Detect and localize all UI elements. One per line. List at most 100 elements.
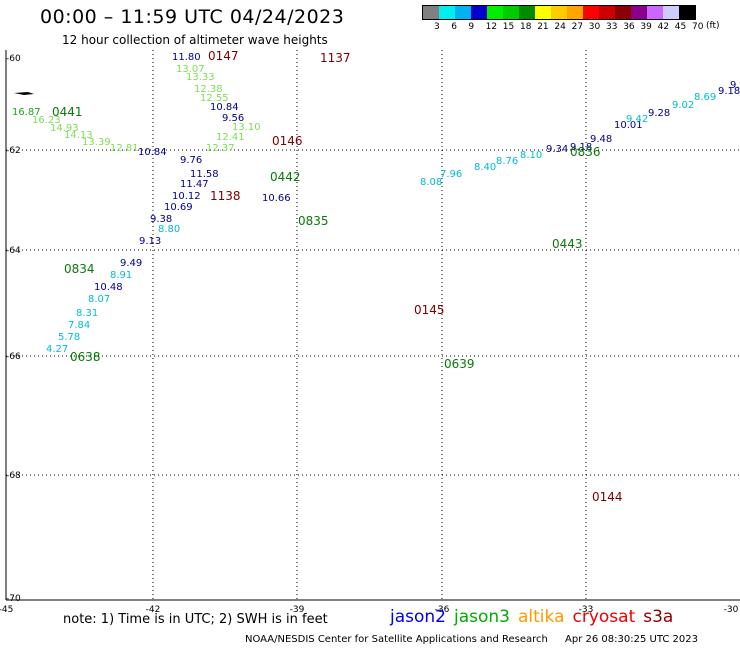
legend-unit: (ft) bbox=[706, 21, 720, 31]
legend-label: 6 bbox=[451, 22, 457, 32]
wave-height-label: 7.84 bbox=[68, 320, 90, 331]
legend-swatch bbox=[455, 6, 471, 19]
lat-label: -62 bbox=[6, 146, 21, 156]
wave-height-label: 13.33 bbox=[186, 72, 215, 83]
legend-label: 70 bbox=[692, 22, 704, 32]
credit-line: NOAA/NESDIS Center for Satellite Applica… bbox=[245, 634, 712, 645]
wave-height-label: 11.47 bbox=[180, 179, 209, 190]
legend-swatch bbox=[439, 6, 455, 19]
pass-time-label: 0834 bbox=[64, 262, 95, 276]
pass-time-label: 0144 bbox=[592, 490, 623, 504]
color-legend: 3 6 9 12 15 18 21 24 27 30 33 36 39 42 45 70 bbox=[422, 5, 703, 34]
pass-time-label: 0441 bbox=[52, 105, 83, 119]
wave-height-label: 8.10 bbox=[520, 150, 542, 161]
wave-height-label: 9.02 bbox=[672, 100, 694, 111]
wave-height-label: 14.93 bbox=[50, 123, 79, 134]
wave-height-label: 16.87 bbox=[12, 107, 41, 118]
wave-height-label: 9.42 bbox=[626, 114, 648, 125]
wave-height-label: 11.58 bbox=[190, 169, 219, 180]
wave-height-label: 10.66 bbox=[262, 193, 291, 204]
wave-height-label: 9.28 bbox=[730, 80, 740, 91]
satellite-jason3: jason3 bbox=[454, 607, 510, 627]
credit-org: NOAA/NESDIS Center for Satellite Applica… bbox=[245, 634, 548, 645]
wave-height-label: 10.12 bbox=[172, 191, 201, 202]
wave-height-label: 11.80 bbox=[172, 52, 201, 63]
legend-label: 33 bbox=[606, 22, 618, 32]
wave-height-label: 8.08 bbox=[420, 177, 442, 188]
credit-timestamp: Apr 26 08:30:25 UTC 2023 bbox=[565, 634, 698, 645]
wave-height-label: 4.27 bbox=[46, 344, 68, 355]
legend-swatch bbox=[647, 6, 663, 19]
legend-label: 18 bbox=[520, 22, 532, 32]
legend-label: 39 bbox=[640, 22, 652, 32]
wave-height-label: 13.39 bbox=[82, 137, 111, 148]
page-title: 00:00 – 11:59 UTC 04/24/2023 bbox=[40, 6, 345, 28]
wave-height-label: 9.18 bbox=[718, 86, 740, 97]
wave-height-label: 10.84 bbox=[138, 147, 167, 158]
legend-label: 36 bbox=[623, 22, 635, 32]
legend-swatch bbox=[487, 6, 503, 19]
wave-height-label: 9.38 bbox=[150, 214, 172, 225]
wave-height-label: 9.48 bbox=[590, 134, 612, 145]
wave-height-label: 9.13 bbox=[139, 236, 161, 247]
pass-time-label: 0638 bbox=[70, 350, 101, 364]
legend-swatch bbox=[567, 6, 583, 19]
pass-time-label: 0147 bbox=[208, 49, 239, 63]
wave-height-label: 16.23 bbox=[32, 115, 61, 126]
legend-swatch bbox=[471, 6, 487, 19]
legend-swatch bbox=[503, 6, 519, 19]
pass-time-label: 1137 bbox=[320, 51, 351, 65]
legend-label: 9 bbox=[468, 22, 475, 32]
legend-swatch bbox=[583, 6, 599, 19]
legend-label: 27 bbox=[571, 22, 584, 32]
legend-swatch bbox=[599, 6, 615, 19]
lon-label: -45 bbox=[0, 605, 13, 615]
wave-height-label: 13.10 bbox=[232, 122, 261, 133]
satellite-altika: altika bbox=[518, 607, 565, 627]
lat-label: -60 bbox=[6, 54, 21, 64]
legend-label: 12 bbox=[485, 22, 498, 32]
pass-time-label: 0639 bbox=[444, 357, 475, 371]
legend-label: 45 bbox=[674, 22, 687, 32]
pass-time-label: 1138 bbox=[210, 189, 241, 203]
pass-time-label: 0145 bbox=[414, 303, 445, 317]
footnote: note: 1) Time is in UTC; 2) SWH is in fe… bbox=[63, 612, 328, 627]
satellite-jason2: jason2 bbox=[390, 607, 446, 627]
lat-label: -70 bbox=[6, 594, 21, 604]
lat-label: -64 bbox=[6, 246, 21, 256]
legend-label: 21 bbox=[537, 22, 549, 32]
wave-height-label: 9.56 bbox=[222, 113, 244, 124]
wave-height-label: 12.38 bbox=[194, 84, 223, 95]
legend-swatch bbox=[679, 6, 695, 19]
legend-swatch bbox=[615, 6, 631, 19]
legend-label: 24 bbox=[554, 22, 566, 32]
legend-swatch bbox=[663, 6, 679, 19]
wave-height-label: 10.69 bbox=[164, 202, 193, 213]
legend-swatch bbox=[519, 6, 535, 19]
wave-height-label: 12.55 bbox=[200, 93, 229, 104]
lon-label: -30 bbox=[724, 605, 739, 615]
wave-height-label: 9.18 bbox=[570, 142, 592, 153]
wave-height-label: 8.31 bbox=[76, 308, 98, 319]
wave-height-label: 9.76 bbox=[180, 155, 202, 166]
wave-height-label: 13.07 bbox=[176, 64, 205, 75]
satellite-cryosat: cryosat bbox=[572, 607, 636, 627]
satellite-key: jason2 jason3 altika cryosat s3a bbox=[390, 607, 681, 627]
pass-time-label: 0836 bbox=[570, 145, 601, 159]
pass-time-label: 0443 bbox=[552, 237, 583, 251]
lon-label: -36 bbox=[435, 605, 450, 615]
wave-height-label: 12.41 bbox=[216, 132, 245, 143]
legend-label: 3 bbox=[434, 22, 440, 32]
legend-swatch bbox=[631, 6, 647, 19]
wave-height-label: 8.07 bbox=[88, 294, 110, 305]
wave-height-label: 10.48 bbox=[94, 282, 123, 293]
lon-label: -39 bbox=[290, 605, 305, 615]
wave-height-label: 8.91 bbox=[110, 270, 132, 281]
wave-height-label: 8.40 bbox=[474, 162, 496, 173]
wave-height-label: 12.81 bbox=[110, 143, 139, 154]
pass-time-label: 0442 bbox=[270, 170, 301, 184]
wave-height-label: 5.78 bbox=[58, 332, 80, 343]
satellite-s3a: s3a bbox=[643, 607, 674, 627]
legend-labels: 3 6 9 12 15 18 21 24 27 30 33 36 39 42 45 70 bbox=[422, 20, 703, 34]
